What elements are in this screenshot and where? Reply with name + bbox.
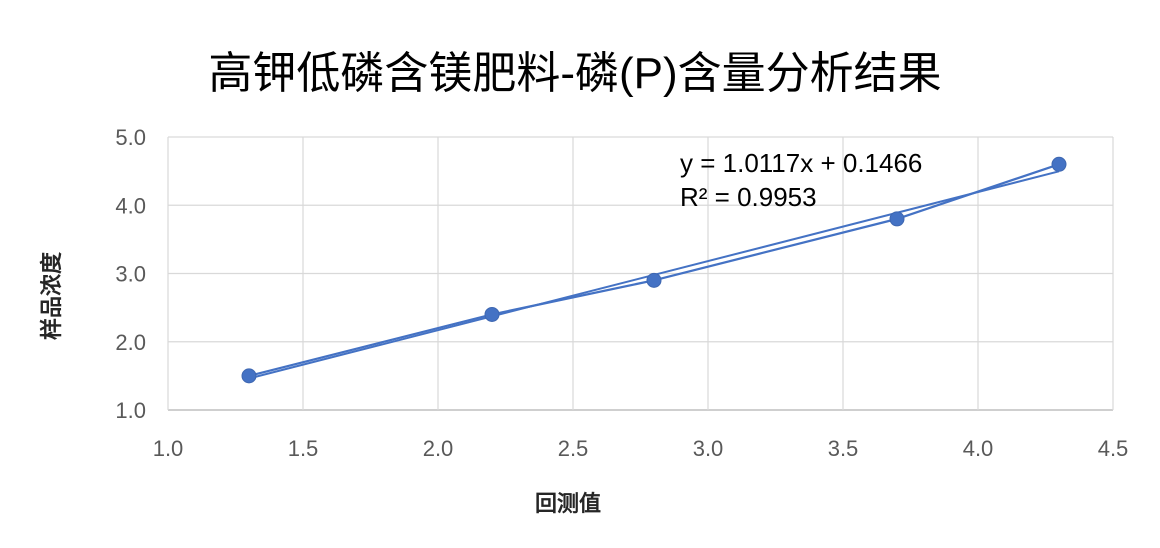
- y-tick-label: 4.0: [115, 193, 146, 218]
- y-tick-label: 2.0: [115, 330, 146, 355]
- data-point: [646, 272, 662, 288]
- y-tick-label: 1.0: [115, 398, 146, 423]
- x-tick-label: 4.0: [963, 436, 994, 461]
- data-point: [241, 368, 257, 384]
- tick-labels: 1.0 2.0 3.0 4.0 5.0 1.0 1.5 2.0 2.5 3.0 3.5 4.0 4.5: [115, 125, 1128, 461]
- x-tick-label: 3.0: [693, 436, 724, 461]
- gridlines: [167, 136, 1114, 411]
- y-tick-label: 3.0: [115, 262, 146, 287]
- data-point: [484, 306, 500, 322]
- x-tick-label: 2.5: [558, 436, 589, 461]
- data-point: [1051, 156, 1067, 172]
- trendline-r-squared: R² = 0.9953: [680, 182, 817, 212]
- x-tick-label: 4.5: [1098, 436, 1129, 461]
- plot-series: [241, 156, 1067, 384]
- y-tick-label: 5.0: [115, 125, 146, 150]
- x-tick-label: 1.5: [288, 436, 319, 461]
- x-tick-label: 1.0: [153, 436, 184, 461]
- y-axis-title: 样品浓度: [39, 251, 64, 340]
- data-point: [889, 211, 905, 227]
- x-axis-title: 回测值: [535, 491, 601, 516]
- chart-title: 高钾低磷含镁肥料-磷(P)含量分析结果: [208, 49, 941, 98]
- x-tick-label: 3.5: [828, 436, 859, 461]
- x-tick-label: 2.0: [423, 436, 454, 461]
- trendline-equation: y = 1.0117x + 0.1466: [680, 148, 922, 178]
